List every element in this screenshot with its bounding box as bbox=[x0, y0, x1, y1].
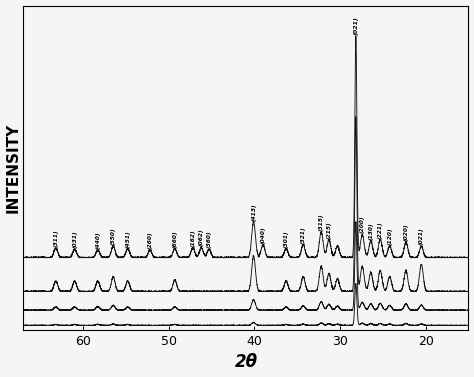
Text: (120): (120) bbox=[387, 227, 392, 245]
Text: (021): (021) bbox=[354, 16, 358, 35]
Text: (315): (315) bbox=[319, 213, 324, 231]
Text: (260): (260) bbox=[147, 231, 153, 249]
Y-axis label: INTENSITY: INTENSITY bbox=[6, 123, 20, 213]
Text: (162): (162) bbox=[191, 229, 195, 247]
Text: (660): (660) bbox=[173, 230, 177, 248]
Text: (451): (451) bbox=[125, 230, 130, 248]
Text: (360): (360) bbox=[207, 230, 211, 248]
Text: (040): (040) bbox=[261, 226, 265, 244]
Text: (550): (550) bbox=[111, 227, 116, 245]
Text: (215): (215) bbox=[327, 221, 331, 239]
Text: (413): (413) bbox=[251, 203, 256, 221]
Text: (062): (062) bbox=[199, 228, 204, 246]
Text: (021): (021) bbox=[419, 227, 424, 245]
Text: (221): (221) bbox=[378, 221, 383, 239]
Text: (321): (321) bbox=[301, 226, 306, 244]
X-axis label: 2θ: 2θ bbox=[234, 354, 257, 371]
Text: (200): (200) bbox=[360, 216, 365, 233]
Text: (130): (130) bbox=[368, 222, 374, 240]
Text: (020): (020) bbox=[403, 224, 409, 241]
Text: (440): (440) bbox=[95, 231, 100, 249]
Text: (031): (031) bbox=[72, 230, 77, 248]
Text: (301): (301) bbox=[283, 230, 289, 248]
Text: (311): (311) bbox=[54, 229, 58, 247]
